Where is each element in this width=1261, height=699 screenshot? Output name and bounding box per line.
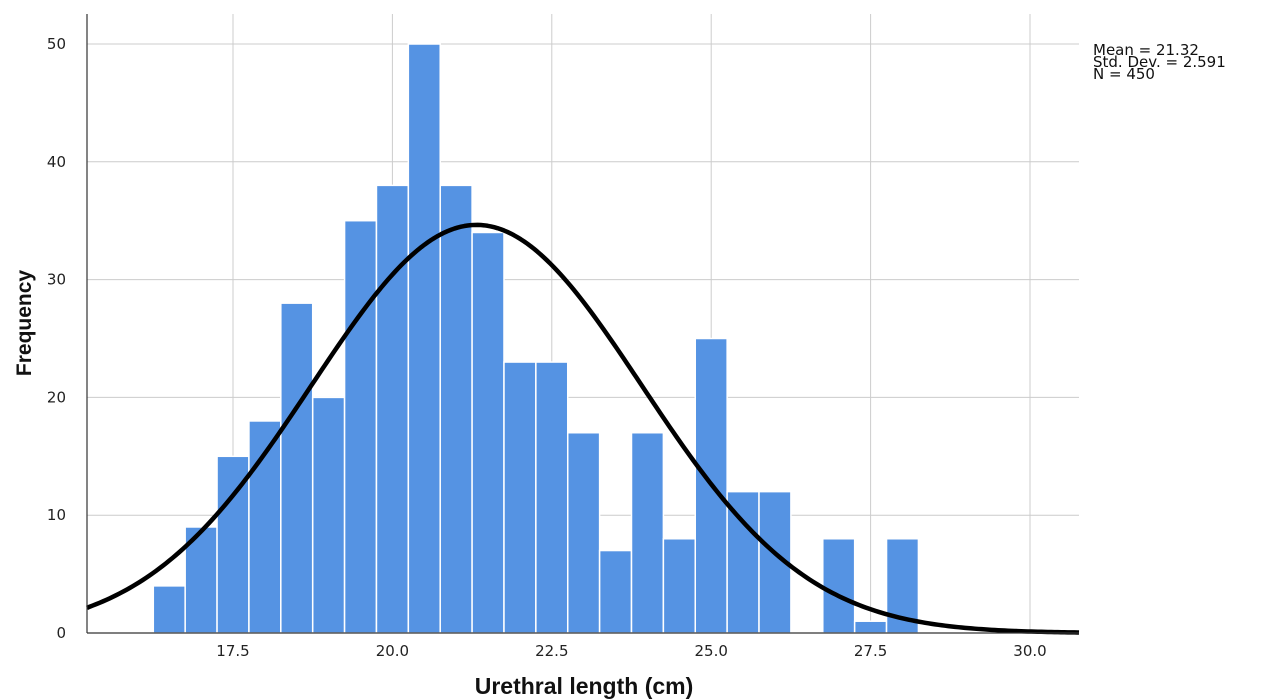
y-axis-title: Frequency (13, 270, 36, 377)
x-tick-label: 30.0 (1013, 642, 1046, 660)
histogram-bar (503, 361, 537, 634)
normal-curve-layer (86, 222, 1080, 635)
y-tick-label: 50 (47, 35, 66, 53)
histogram-bar (375, 184, 410, 634)
normal-curve (86, 222, 1080, 635)
histogram-bar (822, 538, 856, 634)
histogram-bar (598, 549, 633, 634)
stats-n: N = 450 (1093, 65, 1155, 83)
histogram-bar (630, 431, 665, 634)
y-tick-label: 40 (47, 153, 66, 171)
stats-std-dev: Std. Dev. = 2.591 (1093, 53, 1226, 71)
x-tick-label: 27.5 (854, 642, 887, 660)
histogram-bar (439, 184, 473, 634)
histogram-bar (311, 396, 346, 634)
stats-mean: Mean = 21.32 (1093, 41, 1199, 59)
histogram-bar (471, 231, 505, 634)
y-tick-label: 0 (56, 624, 66, 642)
histogram-bar (662, 538, 697, 634)
histogram-bar (566, 431, 601, 634)
histogram-bar (853, 620, 888, 634)
histogram-bar (407, 43, 441, 634)
y-tick-label: 10 (47, 506, 66, 524)
histogram-bar (152, 585, 186, 634)
histogram-bar (216, 455, 250, 634)
histogram-bar (343, 219, 378, 634)
x-tick-label: 17.5 (216, 642, 249, 660)
y-tick-label: 20 (47, 388, 66, 406)
y-tick-label: 30 (47, 271, 66, 289)
axes (86, 14, 1079, 634)
x-tick-label: 22.5 (535, 642, 568, 660)
x-tick-label: 25.0 (694, 642, 727, 660)
histogram-bar (280, 302, 314, 634)
histogram-bar (535, 361, 569, 634)
histogram-bars (152, 43, 920, 634)
histogram-bar (726, 490, 760, 634)
x-tick-labels: 17.5 20.0 22.5 25.0 27.5 30.0 (216, 642, 1046, 660)
y-tick-labels: 0 10 20 30 40 50 (47, 35, 66, 642)
x-tick-label: 20.0 (376, 642, 409, 660)
summary-stats: Mean = 21.32 Std. Dev. = 2.591 N = 450 (1093, 41, 1226, 83)
x-axis-title: Urethral length (cm) (475, 673, 694, 699)
